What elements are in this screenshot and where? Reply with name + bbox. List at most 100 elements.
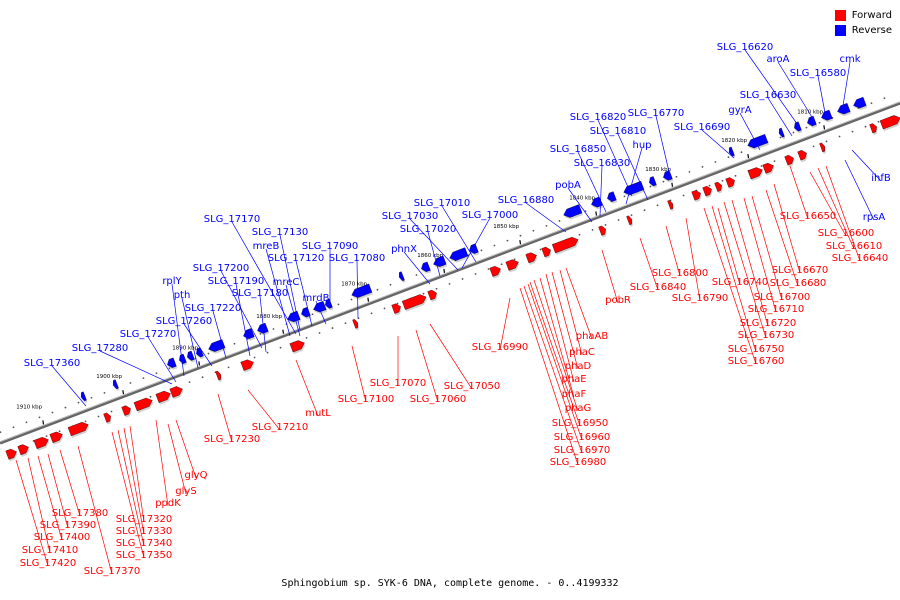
scale-dot (682, 194, 685, 197)
scale-dot (337, 303, 340, 306)
reverse-gene-label: mreC (273, 277, 300, 288)
kbp-tick-mark (367, 297, 370, 302)
scale-dot (25, 421, 28, 424)
forward-gene-label: SLG_17060 (410, 394, 466, 405)
forward-gene-label: SLG_16760 (728, 356, 784, 367)
forward-gene (691, 190, 701, 201)
forward-gene-label: SLG_16680 (770, 278, 826, 289)
scale-dot (539, 248, 542, 251)
reverse-gene-label: SLG_17280 (72, 343, 128, 354)
scale-dot (142, 377, 145, 380)
reverse-gene-label: SLG_17260 (156, 316, 212, 327)
kbp-tick-label: 1850 kbp (493, 224, 519, 230)
reverse-gene (113, 379, 119, 390)
scale-dot (0, 431, 2, 434)
reverse-gene (81, 391, 87, 402)
forward-gene-label-leader (551, 271, 579, 370)
forward-gene-label-leader (175, 419, 197, 479)
scale-dot (864, 125, 867, 128)
forward-gene-label: SLG_17340 (116, 538, 172, 549)
reverse-gene-label-leader (212, 310, 227, 359)
forward-gene-label-leader (527, 283, 583, 441)
reverse-gene-label-leader (744, 49, 801, 129)
reverse-gene-label-leader (183, 323, 213, 367)
forward-gene (747, 167, 763, 180)
scale-dot (493, 244, 496, 247)
kbp-tick-mark (443, 268, 446, 273)
forward-gene-label: phaD (565, 361, 592, 372)
reverse-gene (747, 134, 769, 149)
forward-gene (797, 150, 807, 161)
forward-gene (819, 142, 825, 153)
kbp-tick-label: 1820 kbp (721, 138, 747, 144)
forward-gene-label: SLG_16800 (652, 268, 708, 279)
scale-dot (734, 174, 737, 177)
forward-gene-label: SLG_17370 (84, 566, 140, 577)
reverse-gene-label-leader (356, 260, 359, 319)
forward-gene (289, 340, 305, 353)
scale-dot (558, 220, 561, 222)
forward-gene-label: SLG_16710 (748, 304, 804, 315)
forward-gene-label-leader (743, 197, 777, 313)
reverse-gene-label-leader (844, 159, 875, 221)
scale-dot (701, 166, 704, 168)
forward-gene-label: SLG_17400 (34, 532, 90, 543)
reverse-gene-label-leader (315, 300, 327, 325)
reverse-gene (807, 115, 817, 127)
scale-dot (812, 145, 815, 148)
scale-dot (506, 239, 509, 242)
scale-dot (188, 381, 191, 383)
reverse-gene-label: pth (174, 290, 191, 301)
reverse-gene-label-leader (171, 283, 185, 377)
reverse-gene-label-leader (777, 61, 816, 123)
forward-gene-label-leader (77, 445, 113, 575)
scale-dot (662, 180, 665, 183)
scale-dot (103, 391, 106, 394)
reverse-gene (179, 353, 187, 364)
reverse-gene-label: SLG_17030 (382, 211, 438, 222)
forward-gene-label: SLG_16970 (554, 445, 610, 456)
reverse-gene-label: SLG_16850 (550, 144, 606, 155)
kbp-tick-label: 1870 kbp (341, 282, 367, 288)
forward-gene-label-leader (825, 165, 861, 262)
forward-gene-label: SLG_17420 (20, 558, 76, 569)
reverse-gene-label-leader (655, 115, 671, 177)
forward-gene-label: glyS (175, 486, 196, 497)
scale-dot (630, 214, 633, 217)
reverse-gene (663, 170, 673, 181)
scale-dot (773, 160, 776, 162)
scale-dot (675, 175, 678, 178)
forward-gene-label: SLG_17070 (370, 378, 426, 389)
reverse-gene-label: SLG_17190 (208, 276, 264, 287)
kbp-tick-mark (42, 420, 45, 425)
reverse-gene-label-leader (617, 133, 649, 201)
forward-gene-label: phaG (565, 403, 592, 414)
reverse-gene (649, 176, 657, 187)
kbp-tick-label: 1880 kbp (256, 314, 282, 320)
scale-dot (155, 372, 158, 375)
forward-gene-label-leader (415, 329, 439, 403)
reverse-swatch (834, 25, 846, 36)
scale-dot (318, 332, 321, 334)
reverse-gene-label-leader (99, 350, 173, 385)
reverse-gene-label: SLG_16630 (740, 90, 796, 101)
legend-reverse-label: Reverse (851, 25, 892, 36)
reverse-gene-label-leader (767, 97, 793, 137)
forward-gene-label-leader (217, 393, 233, 443)
forward-gene-label-leader (247, 389, 281, 431)
scale-dot (805, 126, 808, 129)
reverse-gene (421, 261, 431, 272)
reverse-gene-label: SLG_17010 (414, 198, 470, 209)
reverse-gene-label-leader (625, 147, 643, 205)
reverse-gene-label: mrdB (303, 293, 330, 304)
reverse-gene (449, 247, 469, 261)
forward-gene (5, 448, 17, 460)
forward-gene-label-leader (711, 205, 757, 353)
reverse-gene-label: mreB (253, 241, 280, 252)
reverse-gene (607, 191, 617, 202)
scale-dot (253, 356, 256, 359)
forward-gene-label-leader (789, 165, 809, 220)
scale-dot (207, 352, 210, 355)
reverse-gene (837, 103, 851, 115)
